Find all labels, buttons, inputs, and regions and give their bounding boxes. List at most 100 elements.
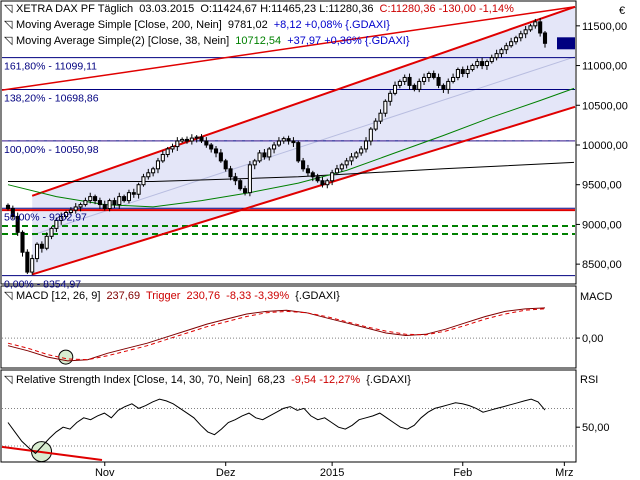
candle[interactable] — [15, 215, 20, 233]
candle[interactable] — [170, 146, 175, 150]
candle[interactable] — [223, 160, 228, 170]
candle[interactable] — [39, 243, 44, 249]
sma200-line[interactable] — [8, 161, 575, 182]
candle[interactable] — [243, 188, 248, 194]
candle[interactable] — [325, 180, 330, 186]
candle[interactable] — [34, 243, 40, 260]
rsi-line[interactable] — [7, 398, 546, 455]
candle[interactable] — [126, 192, 131, 202]
candle[interactable] — [20, 231, 25, 253]
candle[interactable] — [518, 33, 523, 39]
candle[interactable] — [209, 144, 214, 150]
candle[interactable] — [25, 251, 30, 273]
candle[interactable] — [349, 156, 354, 162]
candle[interactable] — [272, 144, 277, 150]
candle[interactable] — [484, 61, 489, 67]
candle[interactable] — [320, 180, 325, 186]
candle[interactable] — [131, 192, 136, 195]
candle[interactable] — [489, 57, 494, 63]
candle[interactable] — [107, 200, 112, 210]
candle[interactable] — [310, 172, 315, 178]
candle[interactable] — [49, 227, 54, 237]
sma200-menu-icon[interactable]: ◹ — [4, 19, 13, 31]
candle[interactable] — [141, 176, 146, 186]
candle[interactable] — [334, 168, 340, 174]
candle[interactable] — [368, 128, 373, 142]
candle[interactable] — [504, 45, 509, 51]
candle[interactable] — [213, 148, 219, 154]
candle[interactable] — [247, 164, 252, 194]
rsi-menu-icon[interactable]: ◹ — [4, 374, 13, 386]
candle[interactable] — [54, 219, 59, 229]
candle[interactable] — [412, 84, 417, 90]
candle[interactable] — [509, 41, 514, 47]
macd-trigger-line[interactable] — [7, 308, 546, 361]
candle[interactable] — [233, 176, 238, 182]
candle[interactable] — [184, 138, 190, 142]
candle[interactable] — [291, 140, 296, 144]
candle[interactable] — [189, 137, 194, 142]
candle[interactable] — [417, 80, 422, 90]
candle[interactable] — [392, 84, 398, 94]
sma38-menu-icon[interactable]: ◹ — [4, 35, 13, 47]
candle[interactable] — [301, 160, 306, 170]
candle[interactable] — [122, 196, 127, 202]
candle[interactable] — [339, 164, 344, 170]
candle[interactable] — [228, 168, 233, 178]
candle[interactable] — [441, 84, 446, 90]
candle[interactable] — [315, 176, 320, 182]
candle[interactable] — [117, 196, 122, 206]
candle[interactable] — [455, 69, 460, 78]
candle[interactable] — [499, 49, 504, 55]
candle[interactable] — [204, 140, 209, 146]
candle[interactable] — [73, 206, 78, 211]
macd-menu-icon[interactable]: ◹ — [4, 290, 13, 302]
candle[interactable] — [175, 140, 180, 148]
candle[interactable] — [199, 136, 204, 142]
candle[interactable] — [359, 148, 364, 154]
candle[interactable] — [10, 208, 15, 217]
candle[interactable] — [78, 204, 83, 208]
candle[interactable] — [218, 152, 223, 162]
candle[interactable] — [267, 148, 272, 158]
channel-lower-line[interactable] — [31, 105, 576, 276]
candle[interactable] — [383, 100, 388, 114]
candle[interactable] — [475, 61, 480, 67]
candle[interactable] — [388, 92, 393, 102]
candle[interactable] — [155, 160, 161, 170]
candle[interactable] — [180, 138, 185, 142]
candle[interactable] — [160, 154, 165, 162]
candle[interactable] — [436, 76, 441, 86]
candle[interactable] — [446, 80, 451, 90]
candle[interactable] — [276, 140, 281, 146]
candle[interactable] — [460, 69, 465, 74]
candle[interactable] — [93, 196, 98, 202]
candle[interactable] — [480, 61, 485, 67]
candle[interactable] — [538, 21, 543, 34]
candle[interactable] — [363, 140, 369, 150]
candle[interactable] — [330, 172, 335, 182]
candle[interactable] — [513, 37, 519, 43]
candle[interactable] — [112, 200, 117, 206]
candle[interactable] — [305, 168, 310, 174]
candle[interactable] — [281, 138, 286, 142]
candle[interactable] — [402, 76, 407, 82]
candle[interactable] — [426, 72, 431, 78]
chart-menu-icon[interactable]: ◹ — [4, 3, 13, 15]
candle[interactable] — [286, 138, 291, 142]
candle[interactable] — [354, 152, 359, 158]
candle[interactable] — [97, 200, 102, 206]
channel-upper-line[interactable] — [31, 5, 576, 197]
candle[interactable] — [59, 215, 64, 221]
candle[interactable] — [523, 29, 528, 35]
candle[interactable] — [257, 152, 262, 162]
candle[interactable] — [465, 69, 470, 74]
candle[interactable] — [88, 196, 93, 202]
candle[interactable] — [44, 235, 49, 249]
candle[interactable] — [194, 136, 199, 139]
candle[interactable] — [397, 80, 402, 86]
candle[interactable] — [378, 112, 383, 122]
candle[interactable] — [451, 76, 456, 82]
candle[interactable] — [422, 76, 427, 82]
candle[interactable] — [533, 21, 538, 27]
